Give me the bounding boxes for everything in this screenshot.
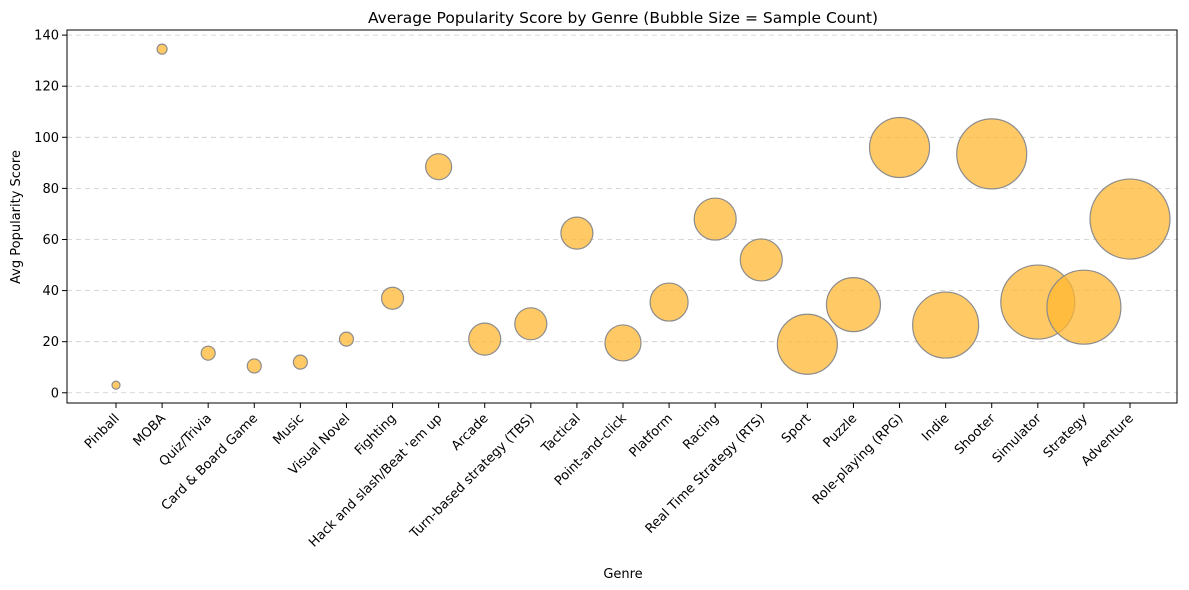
y-tick-label: 140 — [34, 29, 59, 44]
bubble-point — [776, 313, 838, 375]
bubble-point — [868, 116, 931, 179]
bubble-point — [468, 322, 502, 356]
plot-frame — [66, 29, 1178, 404]
y-axis-label: Avg Popularity Score — [9, 150, 24, 284]
x-tick-label: Racing — [680, 411, 722, 453]
y-tick-label: 0 — [51, 386, 59, 401]
bubble-point — [693, 197, 737, 241]
y-axis-ticks: 0 20 40 60 80 100 120 140 — [34, 29, 67, 401]
y-tick-label: 60 — [42, 233, 59, 248]
x-tick-label: Arcade — [449, 411, 492, 454]
x-axis-label: Genre — [603, 567, 642, 582]
bubble-point — [739, 238, 783, 282]
bubble-point — [560, 216, 594, 250]
bubble-point — [292, 354, 308, 370]
x-tick-label: Shooter — [952, 411, 999, 458]
x-tick-label: Puzzle — [821, 411, 861, 451]
bubble-point — [1089, 178, 1171, 260]
grid-lines — [67, 34, 1177, 394]
x-tick-label: Sport — [779, 411, 814, 446]
x-tick-label: Indie — [919, 411, 952, 444]
bubble-point — [111, 380, 121, 390]
bubble-point — [380, 286, 405, 310]
bubble-point — [514, 307, 548, 341]
x-tick-label: Pinball — [82, 411, 123, 452]
x-tick-label: Platform — [627, 411, 676, 460]
bubble-point — [604, 324, 642, 362]
y-tick-label: 40 — [42, 284, 59, 299]
bubble-point — [649, 282, 689, 322]
bubble-point — [956, 118, 1028, 190]
x-tick-label: Simulator — [990, 411, 1045, 466]
y-tick-label: 100 — [34, 131, 59, 146]
x-tick-label: MOBA — [131, 411, 169, 449]
bubble-point — [156, 43, 168, 55]
bubble-point — [825, 277, 882, 333]
x-tick-label: Fighting — [352, 411, 399, 458]
y-tick-label: 120 — [34, 80, 59, 95]
bubble-point — [200, 345, 216, 361]
x-tick-label: Role-playing (RPG) — [810, 411, 907, 508]
bubble-point — [1046, 269, 1122, 345]
x-tick-label: Tactical — [538, 411, 583, 456]
x-tick-label: Music — [270, 411, 307, 448]
bubble-point — [246, 358, 262, 374]
chart-title: Average Popularity Score by Genre (Bubbl… — [368, 9, 878, 27]
bubble-point — [338, 331, 355, 347]
bubbles — [111, 43, 1171, 390]
bubble-point — [912, 291, 980, 359]
y-tick-label: 80 — [42, 182, 59, 197]
bubble-point — [425, 153, 453, 181]
y-tick-label: 20 — [42, 335, 59, 350]
